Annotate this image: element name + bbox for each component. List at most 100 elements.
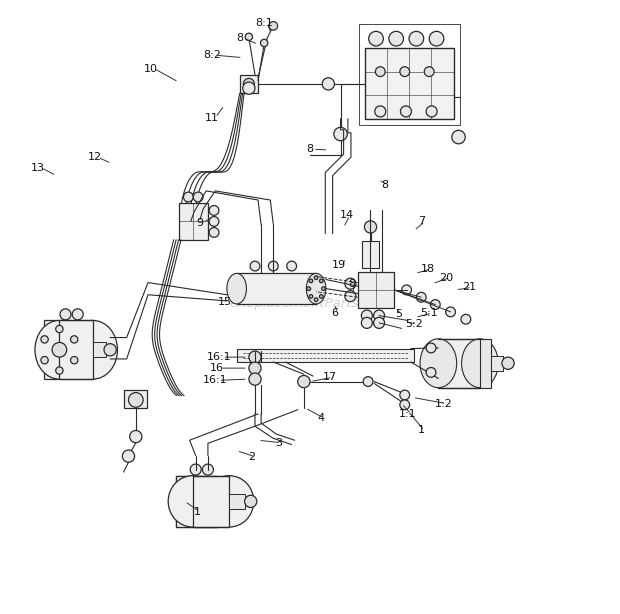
Text: 19: 19 — [332, 260, 347, 270]
Circle shape — [426, 106, 437, 117]
Text: 6: 6 — [331, 308, 338, 318]
Circle shape — [41, 336, 48, 343]
Text: 1:2: 1:2 — [435, 398, 452, 408]
Text: 16:1: 16:1 — [203, 375, 228, 386]
Bar — [229, 494, 245, 509]
Circle shape — [249, 351, 261, 363]
Ellipse shape — [69, 321, 117, 379]
Circle shape — [401, 106, 412, 117]
Text: eReplacementParts.com: eReplacementParts.com — [229, 297, 391, 311]
Bar — [362, 241, 379, 268]
Text: 12: 12 — [88, 152, 102, 162]
Circle shape — [193, 192, 203, 202]
Circle shape — [361, 317, 373, 328]
Bar — [175, 476, 217, 527]
Circle shape — [209, 206, 219, 216]
Ellipse shape — [227, 273, 246, 304]
Circle shape — [244, 79, 254, 90]
Text: 5:1: 5:1 — [420, 308, 438, 318]
Bar — [358, 271, 394, 308]
Circle shape — [417, 292, 426, 302]
Bar — [175, 476, 217, 527]
Circle shape — [314, 276, 318, 279]
Circle shape — [374, 317, 384, 328]
Circle shape — [400, 390, 410, 400]
Text: 1: 1 — [418, 426, 425, 435]
Circle shape — [52, 343, 67, 357]
Ellipse shape — [168, 476, 217, 527]
Circle shape — [73, 309, 83, 320]
Circle shape — [446, 307, 456, 317]
Circle shape — [209, 217, 219, 227]
Circle shape — [424, 67, 434, 77]
Text: 1: 1 — [193, 507, 200, 517]
Bar — [237, 273, 316, 304]
Circle shape — [345, 278, 356, 289]
Circle shape — [268, 261, 278, 271]
Text: 5: 5 — [395, 309, 402, 319]
Circle shape — [365, 221, 376, 233]
Text: 20: 20 — [439, 273, 453, 282]
Bar — [44, 321, 58, 379]
Circle shape — [409, 31, 423, 46]
Bar — [240, 75, 258, 93]
Circle shape — [209, 228, 219, 238]
Text: 15: 15 — [218, 297, 231, 307]
Circle shape — [249, 373, 261, 385]
Circle shape — [71, 357, 78, 364]
Circle shape — [400, 400, 410, 410]
Circle shape — [400, 67, 410, 77]
Bar — [93, 343, 107, 357]
Circle shape — [307, 287, 311, 290]
Text: 8: 8 — [236, 33, 243, 43]
Circle shape — [309, 295, 312, 298]
Circle shape — [402, 285, 412, 295]
Text: 5:2: 5:2 — [405, 319, 423, 329]
Ellipse shape — [306, 273, 326, 304]
Text: 8: 8 — [348, 279, 355, 289]
Circle shape — [389, 31, 404, 46]
Circle shape — [426, 368, 436, 377]
Text: 13: 13 — [31, 163, 45, 173]
Circle shape — [309, 279, 312, 282]
Circle shape — [374, 106, 386, 117]
Circle shape — [56, 367, 63, 375]
Circle shape — [245, 495, 257, 508]
Circle shape — [452, 130, 465, 144]
Circle shape — [369, 31, 383, 46]
Circle shape — [345, 290, 356, 301]
Circle shape — [246, 33, 252, 41]
Text: 16:1: 16:1 — [207, 352, 232, 362]
Circle shape — [60, 309, 71, 320]
Circle shape — [104, 344, 116, 356]
Circle shape — [322, 287, 326, 290]
Text: 11: 11 — [205, 112, 219, 123]
Bar — [480, 339, 491, 387]
Bar — [491, 356, 503, 371]
Bar — [365, 49, 454, 119]
Circle shape — [429, 31, 444, 46]
Circle shape — [128, 392, 143, 407]
Text: 8: 8 — [306, 144, 314, 154]
Bar — [193, 476, 229, 527]
Bar — [237, 349, 414, 362]
Text: 3: 3 — [275, 438, 281, 448]
Circle shape — [322, 78, 334, 90]
Text: 4: 4 — [317, 413, 324, 423]
Ellipse shape — [461, 339, 498, 387]
Circle shape — [249, 362, 261, 375]
Circle shape — [502, 357, 514, 370]
Circle shape — [461, 314, 471, 324]
Bar — [359, 24, 460, 125]
Text: 21: 21 — [462, 282, 476, 292]
Circle shape — [41, 357, 48, 364]
Circle shape — [243, 82, 255, 95]
Bar — [179, 203, 208, 239]
Circle shape — [190, 464, 202, 475]
Circle shape — [430, 300, 440, 309]
Bar — [438, 339, 480, 387]
Circle shape — [250, 261, 260, 271]
Circle shape — [298, 375, 310, 387]
Circle shape — [269, 21, 278, 30]
Circle shape — [56, 325, 63, 333]
